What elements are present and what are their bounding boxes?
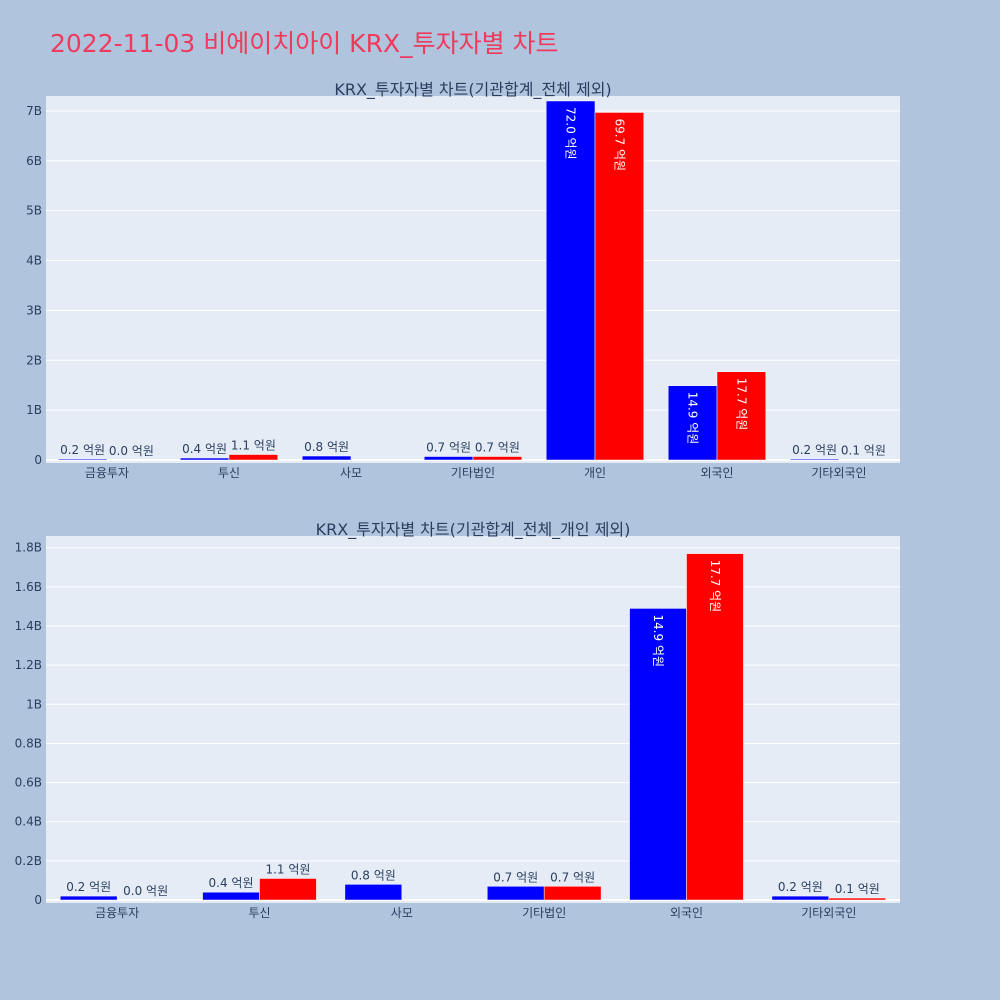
data-label: 0.2 억원: [792, 443, 837, 457]
y-tick-label: 1B: [26, 403, 42, 417]
plot-area: [46, 536, 900, 903]
y-tick-label: 1.6B: [15, 580, 42, 594]
bar: [629, 608, 687, 901]
page-title: 2022-11-03 비에이치아이 KRX_투자자별 차트: [50, 29, 559, 58]
x-tick-label: 기타외국인: [811, 466, 866, 480]
data-label: 0.2 억원: [778, 880, 823, 894]
data-label: 72.0 억원: [564, 107, 578, 160]
data-label: 17.7 억원: [708, 560, 722, 613]
chart-title: KRX_투자자별 차트(기관합계_전체 제외): [334, 80, 611, 100]
x-tick-label: 투신: [248, 906, 270, 920]
x-tick-label: 사모: [391, 906, 413, 920]
bar: [57, 458, 108, 461]
data-label: 0.2 억원: [66, 880, 111, 894]
y-tick-label: 4B: [26, 254, 42, 268]
data-label: 0.8 억원: [351, 868, 396, 882]
bar: [686, 553, 744, 901]
data-label: 0.1 억원: [841, 444, 886, 458]
y-tick-label: 1.4B: [15, 619, 42, 633]
y-tick-label: 0.4B: [15, 815, 42, 829]
y-tick-label: 2B: [26, 353, 42, 367]
bar: [228, 454, 279, 461]
bar: [259, 878, 317, 901]
y-tick-label: 0: [34, 453, 42, 467]
y-tick-label: 1.8B: [15, 541, 42, 555]
data-label: 14.9 억원: [686, 392, 700, 445]
bar: [202, 891, 260, 901]
x-tick-label: 사모: [340, 466, 362, 480]
bar: [771, 895, 830, 901]
x-tick-label: 외국인: [670, 906, 703, 920]
x-tick-label: 금융투자: [85, 466, 129, 480]
y-tick-label: 5B: [26, 204, 42, 218]
y-tick-label: 0: [34, 893, 42, 907]
data-label: 0.2 억원: [60, 443, 105, 457]
chart-title: KRX_투자자별 차트(기관합계_전체_개인 제외): [316, 520, 631, 540]
x-tick-label: 금융투자: [95, 906, 139, 920]
data-label: 1.1 억원: [265, 862, 310, 876]
bar: [594, 112, 645, 461]
y-tick-label: 3B: [26, 303, 42, 317]
y-tick-label: 0.8B: [15, 736, 42, 750]
chart-bottom: 0 0.2B 0.4B 0.6B 0.8B 1B 1.2B 1.4B 1.6B 1.8B KRX_투…: [15, 520, 900, 920]
data-label: 0.8 억원: [304, 440, 349, 454]
data-label: 0.7 억원: [475, 441, 520, 455]
y-tick-label: 0.2B: [15, 854, 42, 868]
data-label: 0.0 억원: [109, 444, 154, 458]
bar: [301, 455, 352, 461]
y-tick-label: 0.6B: [15, 776, 42, 790]
bar: [486, 886, 545, 901]
y-tick-label: 1.2B: [15, 658, 42, 672]
data-label: 0.7 억원: [426, 441, 471, 455]
data-label: 17.7 억원: [734, 378, 748, 431]
bar: [59, 895, 118, 901]
data-label: 69.7 억원: [612, 118, 626, 171]
data-label: 0.1 억원: [835, 882, 880, 896]
bar: [667, 385, 718, 461]
x-tick-label: 개인: [584, 466, 606, 480]
data-label: 0.7 억원: [493, 870, 538, 884]
x-tick-label: 기타법인: [451, 466, 495, 480]
data-label: 0.7 억원: [550, 870, 595, 884]
plot-area: [46, 96, 900, 463]
x-tick-label: 기타법인: [522, 906, 566, 920]
x-tick-label: 투신: [218, 466, 240, 480]
data-label: 14.9 억원: [651, 614, 665, 667]
bar: [828, 897, 887, 901]
data-label: 1.1 억원: [231, 439, 276, 453]
x-tick-label: 외국인: [700, 466, 733, 480]
bar: [472, 456, 523, 461]
bar: [716, 371, 767, 461]
data-label: 0.4 억원: [182, 442, 227, 456]
data-label: 0.4 억원: [209, 876, 254, 890]
y-tick-label: 1B: [26, 697, 42, 711]
data-label: 0.0 억원: [123, 884, 168, 898]
chart-top: 0 1B 2B 3B 4B 5B 6B 7B KRX_투자자별 차트(기관합계_전체 제외) 금융…: [26, 80, 900, 480]
bar: [344, 884, 403, 901]
bar: [543, 886, 602, 901]
y-tick-label: 7B: [26, 104, 42, 118]
y-tick-label: 6B: [26, 154, 42, 168]
x-tick-label: 기타외국인: [801, 906, 856, 920]
